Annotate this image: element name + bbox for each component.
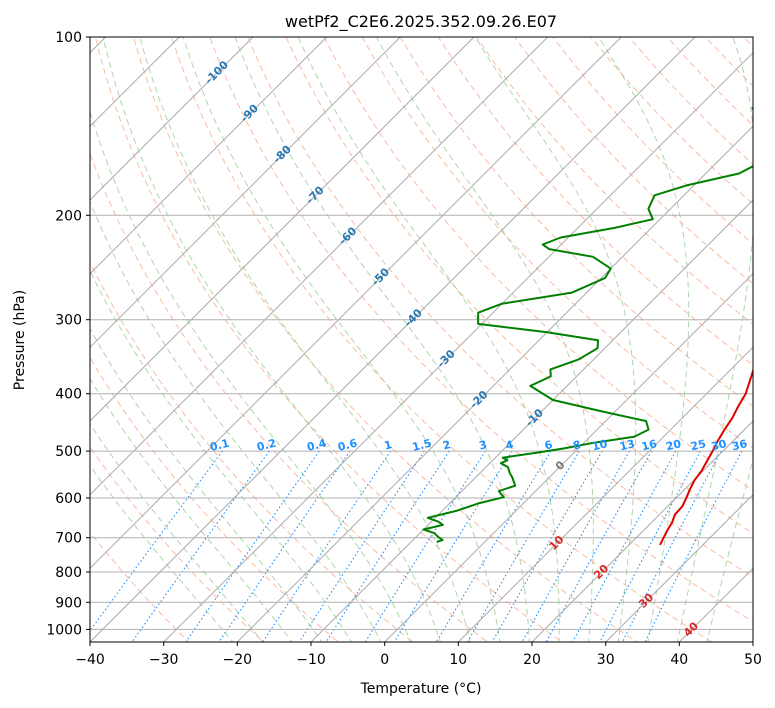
y-axis-ticks: 100 200 300 400 500 600 700 800 900 1000 xyxy=(46,30,90,638)
x-tick-label: 10 xyxy=(449,652,467,668)
dry-adiabat-line xyxy=(437,37,753,366)
mixing-ratio-line xyxy=(262,450,392,642)
y-tick-label: 900 xyxy=(55,595,82,611)
x-tick-label: −30 xyxy=(149,652,179,668)
dry-adiabat-line xyxy=(285,37,753,535)
isotherm-line xyxy=(90,37,475,422)
y-tick-label: 500 xyxy=(55,444,82,460)
x-tick-label: −20 xyxy=(223,652,253,668)
mixing-ratio-label: 4 xyxy=(504,438,515,453)
y-tick-label: 400 xyxy=(55,387,82,403)
mixing-ratio-label: 0.4 xyxy=(306,437,328,454)
dry-adiabat-line xyxy=(514,37,753,285)
isotherm-line xyxy=(90,37,401,349)
isotherm-line xyxy=(310,199,753,642)
dry-adiabat-line xyxy=(323,37,753,491)
x-tick-label: 40 xyxy=(670,652,688,668)
y-tick-label: 600 xyxy=(55,491,82,507)
mixing-ratio-label: 0.2 xyxy=(256,437,278,454)
isotherm-line xyxy=(236,125,753,642)
skewed-isotherms xyxy=(90,37,753,642)
dewpoint-profile-line xyxy=(422,107,753,543)
isotherm-line xyxy=(605,493,753,642)
isotherm-line xyxy=(457,346,753,642)
isotherm-line xyxy=(90,37,549,496)
mixing-ratio-line xyxy=(572,450,677,642)
mixing-ratio-label: 13 xyxy=(618,437,636,453)
x-tick-label: 0 xyxy=(380,652,389,668)
mixing-ratio-label: 0.1 xyxy=(209,437,231,454)
mixing-ratio-label: 2 xyxy=(441,438,452,452)
isotherm-line xyxy=(531,420,753,642)
y-tick-label: 200 xyxy=(55,208,82,224)
temperature-profile-line xyxy=(659,367,753,546)
y-tick-label: 700 xyxy=(55,531,82,547)
y-tick-label: 800 xyxy=(55,565,82,581)
isotherm-line xyxy=(90,37,328,275)
sounding-profiles xyxy=(422,107,753,546)
mixing-ratio-line xyxy=(621,450,722,642)
mixing-ratio-label: 30 xyxy=(710,437,728,453)
mixing-ratio-label: 25 xyxy=(689,437,707,453)
mixing-ratio-label: 6 xyxy=(543,438,554,453)
x-axis-ticks: −40 −30 −20 −10 0 10 20 30 40 50 xyxy=(75,642,762,668)
dry-adiabat-line xyxy=(361,37,753,449)
x-tick-label: −40 xyxy=(75,652,105,668)
isotherm-line xyxy=(90,37,696,642)
mixing-ratio-label: 20 xyxy=(665,437,683,453)
mixing-ratio-label: 16 xyxy=(640,437,658,453)
isotherm-line xyxy=(384,272,753,642)
x-tick-label: 20 xyxy=(523,652,541,668)
moist-adiabat-line xyxy=(90,110,412,642)
isotherm-line xyxy=(163,51,753,642)
mixing-ratio-label: 3 xyxy=(478,438,489,452)
plot-frame xyxy=(89,36,754,643)
mixing-ratio-line xyxy=(325,450,450,642)
y-tick-label: 300 xyxy=(55,313,82,329)
dry-adiabat-line xyxy=(476,37,753,325)
pressure-gridlines xyxy=(90,37,753,630)
moist-adiabat-line xyxy=(90,200,382,642)
dry-adiabat-line xyxy=(247,37,753,578)
mixing-ratio-line xyxy=(131,450,270,642)
mixing-ratio-label: 1 xyxy=(383,438,394,452)
mixing-ratio-line xyxy=(393,450,513,642)
plot-area xyxy=(90,37,753,642)
x-tick-label: 50 xyxy=(744,652,762,668)
x-tick-label: 30 xyxy=(597,652,615,668)
y-tick-label: 100 xyxy=(55,30,82,46)
mixing-ratio-label: 36 xyxy=(731,437,749,453)
mixing-ratio-label: 1.5 xyxy=(411,437,433,454)
isotherm-line xyxy=(90,37,622,570)
chart-title: wetPf2_C2E6.2025.352.09.26.E07 xyxy=(285,12,557,32)
x-axis-label: Temperature (°C) xyxy=(360,681,482,697)
mixing-ratio-label: 8 xyxy=(572,438,583,452)
y-tick-label: 1000 xyxy=(46,622,82,638)
mixing-ratio-label: 10 xyxy=(591,437,609,453)
y-axis-label: Pressure (hPa) xyxy=(12,290,28,390)
x-tick-label: −10 xyxy=(296,652,326,668)
mixing-ratio-label: 0.6 xyxy=(336,437,358,454)
isotherm-line xyxy=(90,37,254,201)
mixing-ratio-line xyxy=(298,450,425,642)
